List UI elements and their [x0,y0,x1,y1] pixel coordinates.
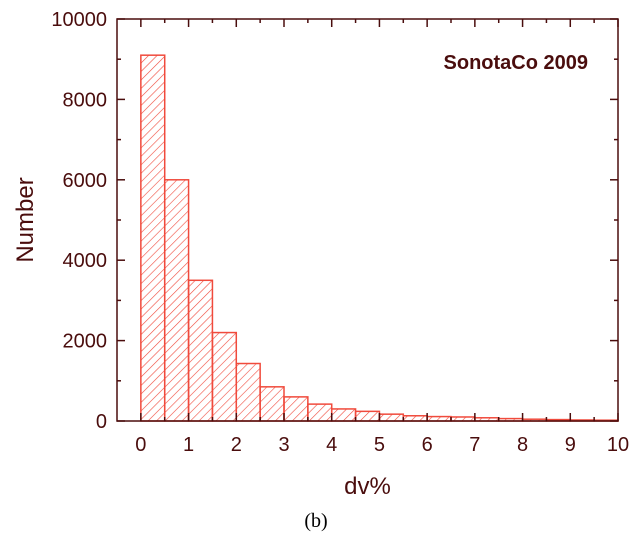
x-tick-label: 10 [607,434,629,456]
y-axis-label: Number [12,177,39,262]
histogram-bar [235,362,261,422]
x-tick-label: 9 [565,434,576,456]
histogram-bar [163,179,190,422]
y-tick-label: 10000 [51,9,107,31]
y-tick-label: 6000 [63,170,108,192]
histogram-bar [378,413,405,422]
histogram-bar [330,408,357,422]
histogram-bar [354,410,381,422]
x-tick-label: 7 [469,434,480,456]
x-tick-label: 4 [326,434,337,456]
histogram-bar [140,54,166,422]
y-tick-label: 4000 [63,250,108,272]
x-tick-label: 5 [374,434,385,456]
histogram-bar [402,415,428,422]
histogram-bar [259,386,285,422]
x-tick-label: 8 [517,434,528,456]
x-tick-label: 2 [231,434,242,456]
histogram-bar [211,331,238,422]
y-tick-label: 2000 [63,331,108,353]
x-tick-label: 3 [278,434,289,456]
y-tick-label: 8000 [63,89,108,111]
y-tick-label: 0 [96,411,107,433]
bars-layer [140,54,619,422]
x-tick-label: 6 [422,434,433,456]
ticks-layer: 0 1 2 3 4 5 6 7 8 9 10 0 2000 4000 6000 8000 10000 [51,9,629,456]
histogram-bar [307,403,333,422]
histogram-bar [283,396,309,422]
histogram-bar [187,279,214,422]
figure-caption: (b) [304,510,327,532]
x-tick-label: 1 [183,434,194,456]
x-tick-label: 0 [135,434,146,456]
x-axis-label: dv% [344,473,391,500]
chart-annotation: SonotaCo 2009 [444,52,588,74]
